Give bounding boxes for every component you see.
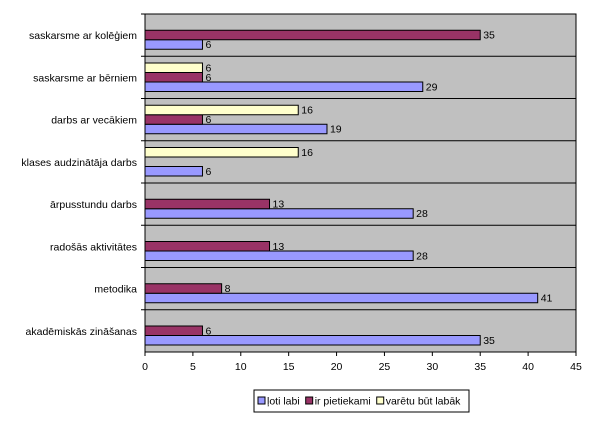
legend-box xyxy=(253,389,470,413)
legend-swatch xyxy=(257,396,266,405)
bar xyxy=(144,335,481,346)
bar xyxy=(144,114,203,125)
data-label: 35 xyxy=(483,335,495,347)
bars xyxy=(144,29,539,346)
bar xyxy=(144,147,299,158)
x-tick-label: 45 xyxy=(570,361,582,373)
bar xyxy=(144,241,271,252)
bar xyxy=(144,123,328,135)
category-separators xyxy=(145,55,576,311)
category-label: radošās aktivitātes xyxy=(50,241,137,253)
category-label: ārpusstundu darbs xyxy=(50,199,137,211)
data-label: 6 xyxy=(205,114,211,126)
data-label: 6 xyxy=(205,166,211,178)
bar xyxy=(144,62,203,73)
data-label: 35 xyxy=(483,30,495,42)
x-tick-label: 35 xyxy=(474,361,486,373)
bar xyxy=(144,29,481,41)
category-labels: saskarsme ar kolēģiem saskarsme ar bērnie… xyxy=(21,13,145,338)
bar xyxy=(144,39,203,50)
data-label: 8 xyxy=(225,283,231,295)
bar xyxy=(144,325,203,336)
bar xyxy=(144,166,203,177)
x-tick-label: 10 xyxy=(235,361,247,373)
legend-label: ir pietiekami xyxy=(315,396,371,408)
data-label: 6 xyxy=(205,62,211,74)
bar xyxy=(144,104,299,116)
category-label: saskarsme ar bērniem xyxy=(33,72,137,84)
x-tick-label: 5 xyxy=(190,361,196,373)
legend-label: varētu būt labāk xyxy=(386,396,461,408)
legend-swatch xyxy=(305,396,314,405)
data-label: 13 xyxy=(273,199,285,211)
category-label: darbs ar vecākiem xyxy=(51,115,137,127)
category-label: saskarsme ar kolēģiem xyxy=(29,29,137,42)
data-label: 16 xyxy=(301,105,313,117)
x-tick-label: 30 xyxy=(426,361,438,373)
bar xyxy=(144,198,271,210)
category-label: metodika xyxy=(94,284,137,296)
x-tick-label: 15 xyxy=(283,361,295,373)
data-label: 13 xyxy=(273,241,285,253)
x-tick-label: 20 xyxy=(331,361,343,373)
legend: ļoti labi ir pietiekami varētu būt labāk xyxy=(253,389,470,413)
data-label: 6 xyxy=(205,325,211,337)
data-label: 6 xyxy=(205,39,211,51)
bar xyxy=(144,292,539,304)
data-label: 41 xyxy=(541,293,553,305)
legend-swatch xyxy=(376,396,385,405)
data-label: 28 xyxy=(416,208,428,220)
bar xyxy=(144,72,203,83)
category-label: akadēmiskās zināšanas xyxy=(26,326,137,338)
legend-label: ļoti labi xyxy=(267,396,300,408)
x-tick-label: 40 xyxy=(522,361,534,373)
data-label: 16 xyxy=(301,147,313,159)
category-label: klases audzinātāja darbs xyxy=(21,157,137,169)
data-label: 29 xyxy=(426,81,438,93)
bar xyxy=(144,250,414,261)
data-label: 6 xyxy=(205,72,211,84)
bar xyxy=(144,283,223,294)
data-label: 28 xyxy=(416,250,428,262)
bar xyxy=(144,81,424,92)
data-label: 19 xyxy=(330,124,342,136)
x-tick-label: 25 xyxy=(379,361,391,373)
x-tick-label: 0 xyxy=(142,361,148,373)
bar xyxy=(144,208,414,219)
x-axis: 0 5 10 15 20 25 30 35 40 45 xyxy=(142,352,582,373)
